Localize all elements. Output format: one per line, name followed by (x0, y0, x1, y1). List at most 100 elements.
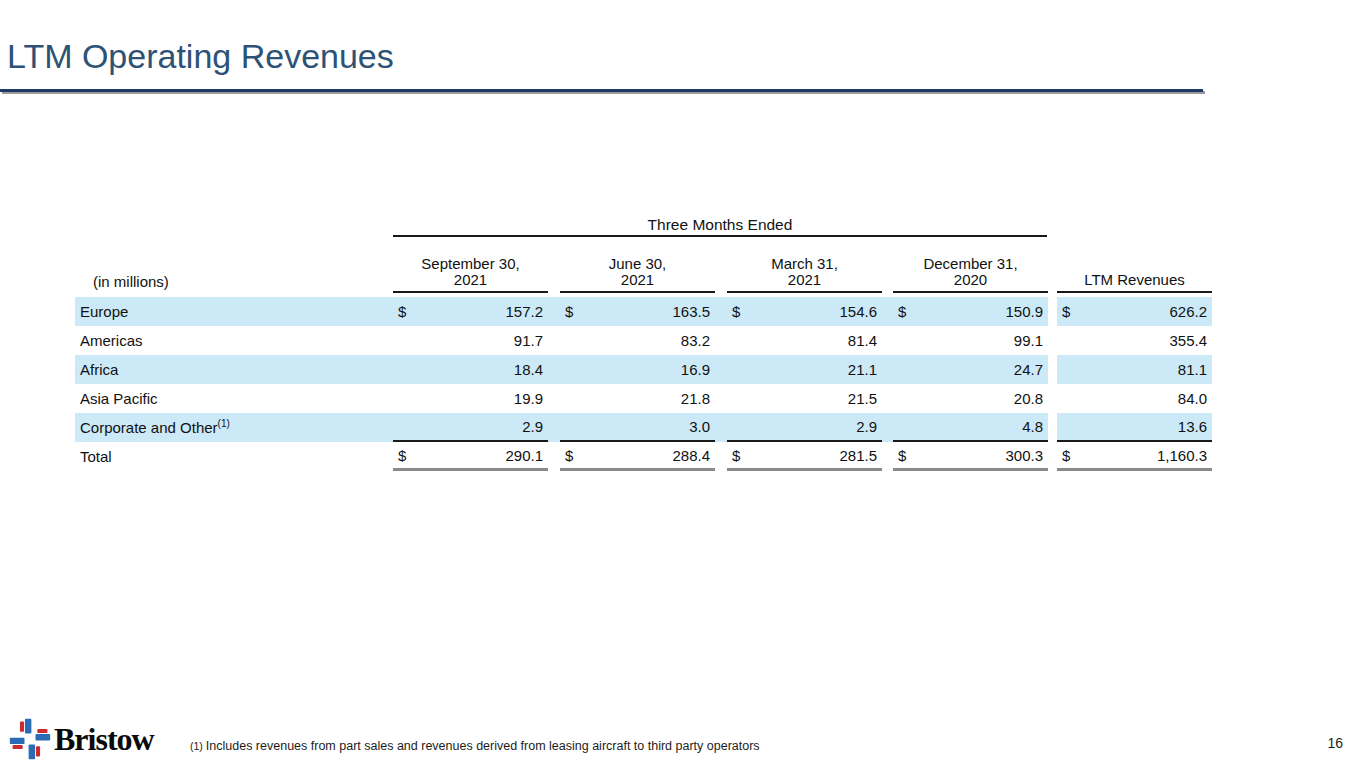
column-header-line2: 2021 (560, 272, 715, 288)
column-header-ltm-revenues: LTM Revenues (1057, 272, 1212, 293)
currency-symbol: $ (732, 447, 740, 464)
value-cell: $288.4 (560, 442, 715, 471)
bristow-logo-text: Bristow (54, 721, 154, 758)
value: 281.5 (839, 447, 877, 464)
value-cell: 2.9 (727, 413, 882, 442)
table-group-header-row: Three Months Ended (75, 215, 1212, 237)
column-header-line1: December 31, (893, 256, 1048, 272)
value-cell: 91.7 (393, 326, 548, 355)
value: 91.7 (514, 332, 543, 349)
title-divider (0, 89, 1203, 92)
footnote-marker: (1) (190, 740, 203, 752)
footnote-ref: (1) (218, 418, 230, 429)
value-cell: 19.9 (393, 384, 548, 413)
value: 290.1 (505, 447, 543, 464)
value: 3.0 (689, 418, 710, 435)
value-cell: $163.5 (560, 297, 715, 326)
value: 84.0 (1178, 390, 1207, 407)
page-title: LTM Operating Revenues (7, 37, 394, 75)
value-cell: 13.6 (1057, 413, 1212, 442)
currency-symbol: $ (1062, 303, 1070, 320)
column-header-line2: 2021 (393, 272, 548, 288)
value: 163.5 (672, 303, 710, 320)
value-cell: 16.9 (560, 355, 715, 384)
bristow-logo: Bristow (8, 717, 154, 761)
currency-symbol: $ (898, 303, 906, 320)
value-cell: 3.0 (560, 413, 715, 442)
page-number: 16 (1327, 735, 1343, 751)
value-cell: 81.4 (727, 326, 882, 355)
currency-symbol: $ (565, 303, 573, 320)
value-cell: 20.8 (893, 384, 1048, 413)
value-cell: $1,160.3 (1057, 442, 1212, 471)
table-row-americas: Americas 91.7 83.2 81.4 99.1 355.4 (75, 326, 1212, 355)
value: 288.4 (672, 447, 710, 464)
column-header-sep-2021: September 30, 2021 (393, 256, 548, 293)
row-label: Asia Pacific (75, 384, 393, 413)
currency-symbol: $ (565, 447, 573, 464)
value: 1,160.3 (1157, 447, 1207, 464)
value: 18.4 (514, 361, 543, 378)
column-header-mar-2021: March 31, 2021 (727, 256, 882, 293)
value-cell: 21.5 (727, 384, 882, 413)
value: 4.8 (1022, 418, 1043, 435)
value: 300.3 (1005, 447, 1043, 464)
currency-symbol: $ (732, 303, 740, 320)
table-body: Europe$157.2$163.5$154.6$150.9$626.2Amer… (75, 297, 1212, 471)
currency-symbol: $ (898, 447, 906, 464)
units-label: (in millions) (93, 273, 169, 290)
value-cell: 84.0 (1057, 384, 1212, 413)
value-cell: 99.1 (893, 326, 1048, 355)
value-cell: $300.3 (893, 442, 1048, 471)
value-cell: 24.7 (893, 355, 1048, 384)
value-cell: 81.1 (1057, 355, 1212, 384)
value: 157.2 (505, 303, 543, 320)
value: 21.1 (848, 361, 877, 378)
value: 20.8 (1014, 390, 1043, 407)
value: 626.2 (1169, 303, 1207, 320)
value: 21.8 (681, 390, 710, 407)
value-cell: 2.9 (393, 413, 548, 442)
value: 355.4 (1169, 332, 1207, 349)
value: 24.7 (1014, 361, 1043, 378)
bristow-pinwheel-icon (8, 717, 52, 761)
value: 81.1 (1178, 361, 1207, 378)
value-cell: $281.5 (727, 442, 882, 471)
value: 16.9 (681, 361, 710, 378)
value: 83.2 (681, 332, 710, 349)
row-label: Africa (75, 355, 393, 384)
value-cell: 83.2 (560, 326, 715, 355)
row-label: Europe (75, 297, 393, 326)
value: 99.1 (1014, 332, 1043, 349)
value: 13.6 (1178, 418, 1207, 435)
value-cell: $626.2 (1057, 297, 1212, 326)
value: 21.5 (848, 390, 877, 407)
column-header-jun-2021: June 30, 2021 (560, 256, 715, 293)
value-cell: $157.2 (393, 297, 548, 326)
currency-symbol: $ (398, 447, 406, 464)
footnote-text: Includes revenues from part sales and re… (206, 739, 760, 753)
row-label: Total (75, 442, 393, 471)
value: 2.9 (522, 418, 543, 435)
value-cell: 21.1 (727, 355, 882, 384)
row-label: Americas (75, 326, 393, 355)
value-cell: 355.4 (1057, 326, 1212, 355)
footnote: (1)Includes revenues from part sales and… (190, 739, 760, 753)
column-header-line1: September 30, (393, 256, 548, 272)
column-header-dec-2020: December 31, 2020 (893, 256, 1048, 293)
value: 81.4 (848, 332, 877, 349)
value-cell: 21.8 (560, 384, 715, 413)
value-cell: 4.8 (893, 413, 1048, 442)
table-row-africa: Africa 18.4 16.9 21.1 24.7 81.1 (75, 355, 1212, 384)
column-header-line2: 2020 (893, 272, 1048, 288)
value: 19.9 (514, 390, 543, 407)
value-cell: $154.6 (727, 297, 882, 326)
column-header-line1: March 31, (727, 256, 882, 272)
group-header-three-months-ended: Three Months Ended (393, 215, 1047, 237)
column-header-line2: 2021 (727, 272, 882, 288)
currency-symbol: $ (1062, 447, 1070, 464)
value: 150.9 (1005, 303, 1043, 320)
table-row-europe: Europe$157.2$163.5$154.6$150.9$626.2 (75, 297, 1212, 326)
table-column-header-row: (in millions) September 30, 2021 June 30… (75, 237, 1212, 293)
value-cell: $290.1 (393, 442, 548, 471)
